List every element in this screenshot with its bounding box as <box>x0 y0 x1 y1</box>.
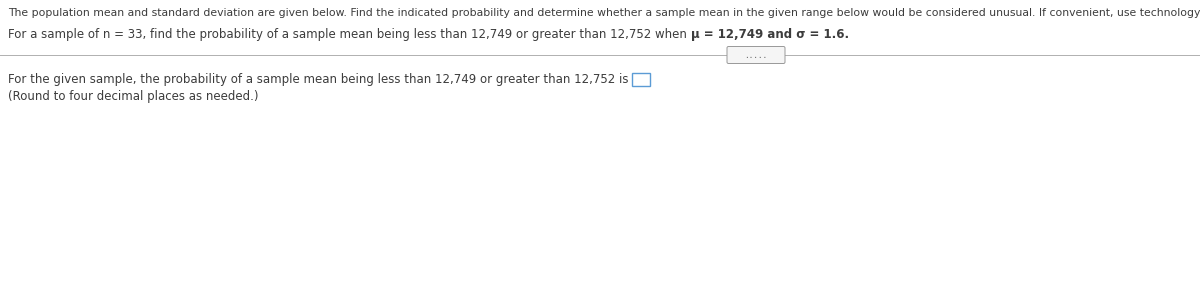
Text: .....: ..... <box>744 51 768 59</box>
Text: The population mean and standard deviation are given below. Find the indicated p: The population mean and standard deviati… <box>8 8 1200 18</box>
Text: (Round to four decimal places as needed.): (Round to four decimal places as needed.… <box>8 90 258 103</box>
FancyBboxPatch shape <box>632 73 650 86</box>
Text: For a sample of n = 33, find the probability of a sample mean being less than 12: For a sample of n = 33, find the probabi… <box>8 28 691 41</box>
FancyBboxPatch shape <box>727 46 785 64</box>
Text: For the given sample, the probability of a sample mean being less than 12,749 or: For the given sample, the probability of… <box>8 73 632 86</box>
Text: μ = 12,749 and σ = 1.6.: μ = 12,749 and σ = 1.6. <box>691 28 848 41</box>
